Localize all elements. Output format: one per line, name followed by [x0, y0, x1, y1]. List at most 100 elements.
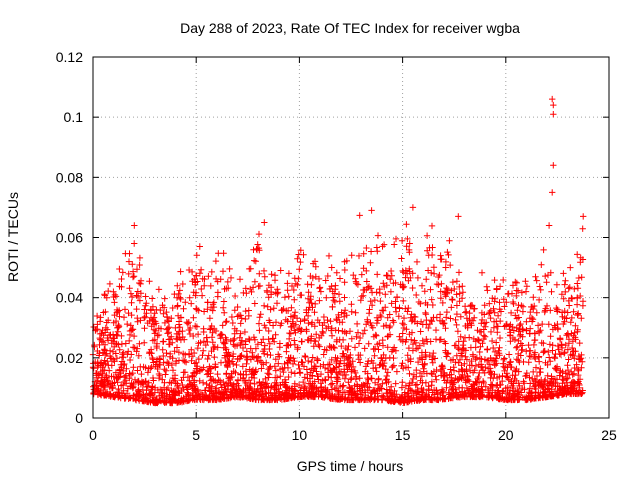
data-point	[206, 388, 214, 395]
data-point	[333, 378, 340, 385]
data-point	[289, 394, 296, 401]
data-point	[429, 353, 436, 361]
data-point	[564, 346, 572, 353]
data-point	[399, 330, 406, 337]
data-point	[476, 348, 483, 356]
data-point	[466, 378, 473, 385]
data-point	[284, 307, 292, 314]
data-point	[531, 395, 538, 402]
data-point	[384, 396, 392, 404]
data-point	[482, 323, 489, 330]
data-point	[564, 309, 571, 316]
data-point	[283, 384, 290, 391]
data-point	[533, 372, 541, 380]
data-point	[483, 319, 490, 326]
data-point	[135, 388, 142, 395]
data-point	[392, 347, 400, 354]
data-point	[362, 363, 370, 370]
data-point	[177, 295, 184, 303]
data-point	[409, 340, 417, 348]
data-point	[363, 267, 370, 275]
data-point	[424, 338, 431, 345]
data-point	[114, 308, 121, 315]
data-point	[546, 379, 554, 386]
data-point	[392, 304, 399, 311]
data-point	[206, 382, 213, 389]
data-point	[391, 241, 398, 248]
data-point	[547, 333, 554, 340]
data-point	[367, 396, 374, 404]
data-point	[467, 393, 474, 400]
data-point	[220, 344, 227, 351]
data-point	[396, 333, 403, 340]
data-point	[369, 324, 376, 331]
data-point	[182, 359, 190, 366]
data-point	[513, 292, 520, 300]
data-point	[261, 342, 268, 349]
data-point	[456, 290, 463, 297]
data-point	[531, 330, 538, 337]
data-point	[557, 336, 564, 343]
data-point	[183, 319, 190, 326]
data-point	[343, 330, 350, 337]
data-point	[377, 313, 385, 321]
data-point	[425, 324, 432, 332]
data-point	[443, 353, 450, 360]
data-point	[450, 364, 457, 371]
data-point	[237, 341, 244, 348]
data-point	[419, 337, 426, 344]
data-point	[500, 276, 507, 284]
data-point	[399, 379, 406, 386]
data-point	[222, 386, 229, 393]
data-point	[342, 394, 349, 402]
data-point	[135, 352, 142, 359]
data-point	[171, 348, 178, 355]
data-point	[256, 282, 264, 290]
data-point	[263, 359, 270, 366]
data-point	[178, 377, 185, 384]
data-point	[228, 373, 236, 381]
data-point	[546, 341, 554, 348]
data-point	[256, 392, 263, 400]
data-point	[496, 334, 504, 342]
data-point	[124, 320, 131, 328]
data-point	[556, 372, 563, 379]
data-point	[260, 336, 267, 343]
data-point	[502, 322, 510, 329]
data-point	[567, 264, 574, 271]
data-point	[268, 271, 275, 278]
data-point	[300, 251, 307, 258]
data-point	[341, 353, 348, 360]
data-point	[466, 334, 473, 341]
data-point	[200, 328, 207, 336]
data-point	[300, 363, 308, 370]
data-point	[224, 278, 231, 286]
data-point	[223, 285, 230, 292]
data-point	[301, 317, 308, 324]
data-point	[175, 321, 183, 328]
data-point	[363, 278, 370, 285]
data-point	[423, 232, 431, 239]
data-point	[348, 368, 355, 375]
data-point	[406, 265, 413, 273]
data-point	[302, 353, 309, 361]
data-point	[136, 340, 143, 347]
data-point	[275, 360, 282, 367]
data-point	[430, 270, 438, 277]
data-point	[193, 396, 200, 403]
data-point	[312, 300, 319, 308]
data-point	[402, 267, 409, 274]
data-point	[413, 291, 420, 299]
data-point	[148, 363, 155, 371]
data-point	[507, 309, 515, 317]
data-point	[547, 380, 555, 387]
data-point	[407, 274, 414, 282]
data-point	[339, 327, 346, 335]
data-point	[521, 380, 528, 387]
data-point	[480, 332, 488, 339]
data-point	[507, 358, 514, 365]
data-point	[566, 284, 573, 291]
data-point	[491, 348, 499, 356]
data-point	[514, 287, 522, 295]
data-point	[353, 333, 360, 340]
